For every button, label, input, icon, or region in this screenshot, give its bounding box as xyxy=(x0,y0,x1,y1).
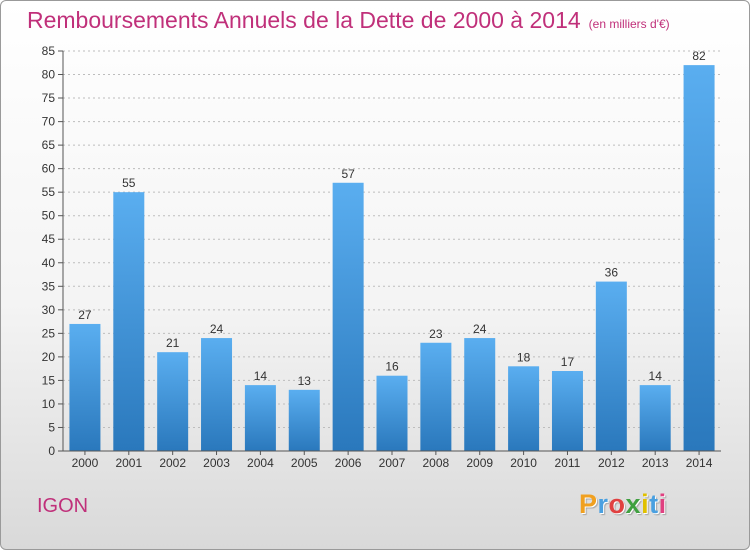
commune-name: IGON xyxy=(37,495,89,517)
y-tick-label: 35 xyxy=(42,279,56,293)
data-label: 27 xyxy=(78,308,92,322)
logo-letter: t xyxy=(649,489,659,519)
bar xyxy=(420,342,452,451)
data-label: 36 xyxy=(605,266,619,280)
logo-letter: r xyxy=(597,489,609,519)
bar xyxy=(288,389,320,451)
y-tick-label: 15 xyxy=(42,373,56,387)
x-tick-label: 2009 xyxy=(466,456,493,470)
data-label: 23 xyxy=(429,327,443,341)
logo-letter: o xyxy=(608,489,626,519)
data-label: 82 xyxy=(692,49,706,63)
logo-letter: i xyxy=(641,489,650,519)
y-axis: 0 5 10 15 20 25 30 35 40 45 50 55 60 65 70 75 80 85 xyxy=(42,44,64,458)
logo-letter: P xyxy=(579,489,598,519)
bar xyxy=(332,182,364,451)
y-tick-label: 50 xyxy=(42,209,56,223)
y-tick-label: 85 xyxy=(42,44,56,58)
data-label: 16 xyxy=(385,360,399,374)
y-tick-label: 75 xyxy=(42,91,56,105)
proxiti-logo: Proxiti xyxy=(579,489,667,520)
x-tick-label: 2014 xyxy=(686,456,713,470)
bar xyxy=(113,192,145,452)
x-tick-label: 2001 xyxy=(115,456,142,470)
data-label: 24 xyxy=(473,322,487,336)
bar xyxy=(376,375,408,451)
data-label: 57 xyxy=(341,167,355,181)
x-tick-label: 2012 xyxy=(598,456,625,470)
chart-title: Remboursements Annuels de la Dette de 20… xyxy=(27,7,670,34)
x-tick-label: 2002 xyxy=(159,456,186,470)
bar xyxy=(201,338,233,451)
logo-letter: x xyxy=(625,489,642,519)
logo-letter: i xyxy=(658,489,667,519)
data-label: 21 xyxy=(166,336,180,350)
y-tick-label: 65 xyxy=(42,138,56,152)
data-label: 24 xyxy=(210,322,224,336)
y-tick-label: 60 xyxy=(42,162,56,176)
x-tick-label: 2010 xyxy=(510,456,537,470)
y-tick-label: 30 xyxy=(42,303,56,317)
x-tick-label: 2005 xyxy=(291,456,318,470)
bar xyxy=(551,371,583,451)
y-tick-label: 70 xyxy=(42,115,56,129)
data-label: 13 xyxy=(298,374,312,388)
data-label: 18 xyxy=(517,350,531,364)
chart-subtitle: (en milliers d'€) xyxy=(588,17,670,31)
y-tick-label: 80 xyxy=(42,68,56,82)
y-tick-label: 20 xyxy=(42,350,56,364)
y-tick-label: 25 xyxy=(42,326,56,340)
data-label: 14 xyxy=(254,369,268,383)
data-label: 17 xyxy=(561,355,575,369)
data-label: 14 xyxy=(649,369,663,383)
bar xyxy=(639,385,671,451)
x-axis: 2000 2001 2002 2003 2004 2005 2006 2007 2008 2009… xyxy=(63,450,721,470)
x-tick-label: 2008 xyxy=(423,456,450,470)
x-tick-label: 2000 xyxy=(72,456,99,470)
x-tick-label: 2013 xyxy=(642,456,669,470)
bar xyxy=(157,352,189,451)
x-tick-label: 2006 xyxy=(335,456,362,470)
y-tick-label: 40 xyxy=(42,256,56,270)
x-tick-label: 2007 xyxy=(379,456,406,470)
y-tick-label: 5 xyxy=(48,420,55,434)
bar xyxy=(508,366,540,451)
x-tick-label: 2011 xyxy=(555,456,581,470)
bar xyxy=(244,385,276,451)
chart-title-text: Remboursements Annuels de la Dette de 20… xyxy=(27,7,581,33)
y-tick-label: 0 xyxy=(48,444,55,458)
bar xyxy=(464,338,496,451)
bars: 27 55 21 24 14 13 57 16 23 24 18 17 36 14 82 xyxy=(69,49,715,452)
y-tick-label: 10 xyxy=(42,397,56,411)
y-tick-label: 55 xyxy=(42,185,56,199)
x-tick-label: 2004 xyxy=(247,456,274,470)
bar xyxy=(595,281,627,451)
data-label: 55 xyxy=(122,176,136,190)
bar xyxy=(683,65,715,451)
bar xyxy=(69,323,101,451)
y-tick-label: 45 xyxy=(42,232,56,246)
x-tick-label: 2003 xyxy=(203,456,230,470)
